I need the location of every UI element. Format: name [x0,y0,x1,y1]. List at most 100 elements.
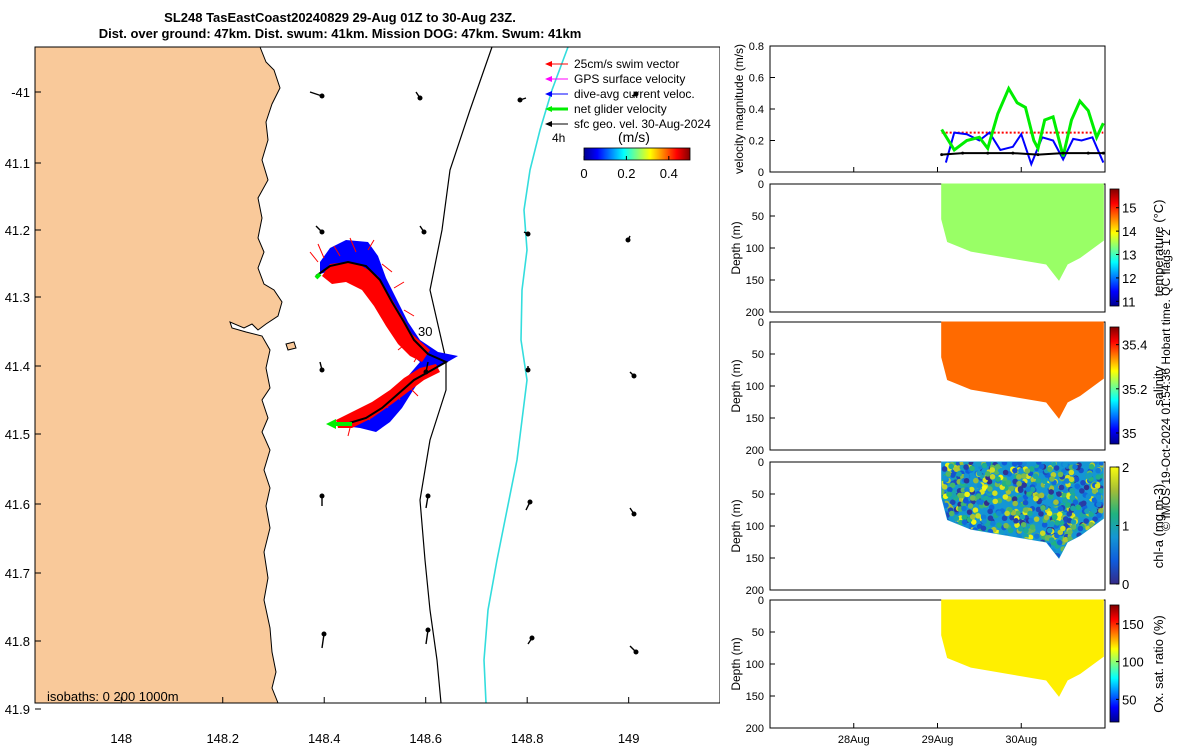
map-x-tick-label: 149 [618,731,640,746]
chl-sample-point [961,519,968,525]
section-ylabel: Depth (m) [729,637,743,690]
chl-sample-point [1038,463,1045,470]
map-x-tick-label: 148.4 [308,731,341,746]
net-glider-velocity-arrowhead [326,419,336,429]
map-y-tick-label: -41 [11,85,30,100]
chl-sample-point [994,463,1001,470]
chl-sample-point [947,486,953,493]
section-y-tick-label: 50 [752,349,764,361]
section-colorbar-tick-label: 35.4 [1122,338,1147,353]
chl-sample-point [941,484,948,490]
chl-sample-point [1057,471,1064,478]
velocity-series-point [940,153,944,157]
colorbar-tick-label: 0.4 [660,166,678,181]
chl-sample-point [1044,482,1051,489]
map-x-axis: 148 148.2 148.4 148.6 148.8 149 [110,697,640,746]
section-ylabel: Depth (m) [729,359,743,412]
section-colorbar-tick-label: 35.2 [1122,382,1147,397]
chl-sample-point [1069,487,1075,494]
chl-sample-point [1024,468,1031,474]
chl-sample-point [1049,476,1055,482]
chl-sample-point [1091,507,1098,514]
section-colorbar-label: chl-a (mg m-3) [1151,484,1166,569]
section-y-tick-label: 50 [752,627,764,639]
section-y-tick-label: 50 [752,489,764,501]
chl-sample-point [1013,518,1019,524]
chl-sample-point [989,467,996,473]
chl-sample-point [1044,535,1051,541]
section-y-tick-label: 150 [746,553,764,565]
chl-sample-point [976,482,983,489]
chl-sample-point [1021,473,1027,479]
map-x-tick-label: 148.2 [206,731,239,746]
chl-sample-point [1038,492,1045,499]
dive-avg-current-area [320,240,458,432]
chl-sample-point [981,518,987,525]
title-line-1: SL248 TasEastCoast20240829 29-Aug 01Z to… [164,10,516,25]
chl-sample-point [984,471,991,477]
legend-label: 25cm/s swim vector [574,57,679,71]
chl-sample-point [1085,493,1092,500]
chl-sample-point [981,462,988,469]
chl-sample-point [962,497,969,504]
section-x-tick-label: 30Aug [1005,734,1037,746]
chl-sample-point [1073,476,1080,483]
section-colorbar [1109,604,1120,723]
chl-sample-point [980,514,987,521]
chl-sample-point [1048,493,1054,500]
chl-sample-point [1098,488,1104,494]
chl-sample-point [1088,464,1095,470]
section-colorbar-tick-label: 100 [1122,655,1144,670]
chl-sample-point [981,485,988,491]
chl-sample-point [1002,494,1009,500]
section-y-tick-label: 100 [746,659,764,671]
section-y-tick-label: 100 [746,381,764,393]
chl-sample-point [963,477,970,484]
chl-sample-point [1068,476,1075,483]
chl-sample-point [1033,516,1040,522]
chl-sample-point [963,473,970,479]
section-y-tick-label: 200 [746,307,764,319]
chl-sample-point [1033,495,1039,502]
section-y-tick-label: 200 [746,445,764,457]
chl-sample-point [1094,483,1101,489]
chl-sample-point [1083,484,1090,491]
chl-sample-point [1041,522,1048,528]
chl-sample-point [1054,520,1061,526]
chl-sample-point [1077,525,1084,532]
section-colorbar-tick-label: 12 [1122,271,1136,286]
chl-sample-point [1002,469,1009,476]
velocity-series-line [944,131,1105,167]
chl-sample-point [943,502,949,509]
section-colorbar-tick-label: 35 [1122,426,1136,441]
chl-sample-point [1095,494,1102,501]
map-y-tick-label: 41.2 [5,223,30,238]
section-ylabel: Depth (m) [729,221,743,274]
section-colorbar [1109,188,1120,307]
chl-sample-point [975,493,982,499]
swim-vector-area [322,262,430,362]
chl-sample-point [996,522,1002,528]
chl-sample-point [969,465,975,472]
velocity-series-point [1036,153,1040,157]
section-y-tick-label: 0 [758,595,764,607]
chl-sample-point [1061,492,1067,498]
section-panel: 0 50 100 150 200 Depth (m) 50 100 150 Ox. sat. ra… [729,595,1166,746]
chl-sample-point [1033,533,1040,539]
map-y-tick-label: 41.4 [5,359,30,374]
chl-sample-point [996,497,1003,504]
chl-sample-point [1039,530,1046,536]
chl-sample-point [989,473,996,480]
chl-sample-point [1046,510,1053,517]
map-y-tick-label: 41.6 [5,497,30,512]
chl-sample-point [1021,462,1027,466]
legend-label: net glider velocity [574,102,667,116]
map-y-tick-label: 41.5 [5,427,30,442]
section-y-tick-label: 0 [758,179,764,191]
chl-sample-point [1043,514,1050,521]
velocity-series-point [1061,151,1065,155]
chl-sample-point [1056,511,1063,518]
map-y-tick-label: 41.3 [5,290,30,305]
section-colorbar-tick-label: 150 [1122,617,1144,632]
